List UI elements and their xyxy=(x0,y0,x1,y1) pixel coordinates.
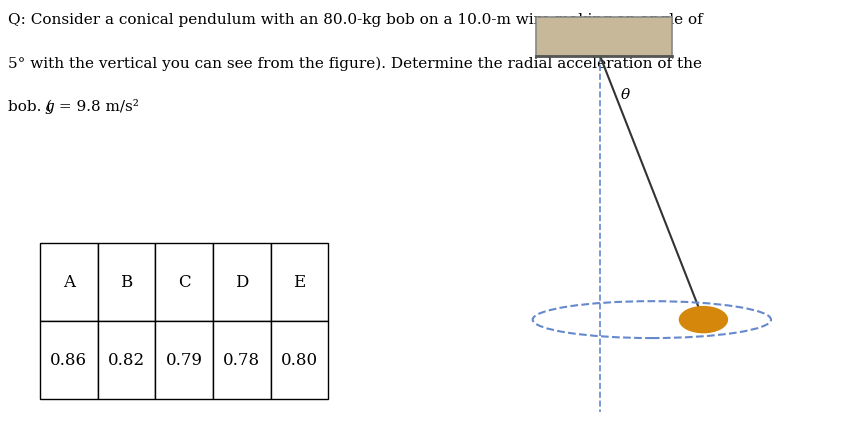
Text: 0.82: 0.82 xyxy=(108,352,145,369)
FancyBboxPatch shape xyxy=(271,243,328,321)
FancyBboxPatch shape xyxy=(271,321,328,399)
Text: E: E xyxy=(294,273,305,291)
FancyBboxPatch shape xyxy=(97,243,156,321)
FancyBboxPatch shape xyxy=(156,321,213,399)
FancyBboxPatch shape xyxy=(213,321,271,399)
FancyBboxPatch shape xyxy=(213,243,271,321)
FancyBboxPatch shape xyxy=(97,321,156,399)
FancyBboxPatch shape xyxy=(156,243,213,321)
Text: 5° with the vertical you can see from the figure). Determine the radial accelera: 5° with the vertical you can see from th… xyxy=(8,56,702,71)
Text: = 9.8 m/s²: = 9.8 m/s² xyxy=(54,100,140,114)
Text: D: D xyxy=(235,273,249,291)
Text: 0.79: 0.79 xyxy=(166,352,202,369)
Text: bob. (: bob. ( xyxy=(8,100,52,114)
FancyBboxPatch shape xyxy=(40,243,97,321)
Text: 0.86: 0.86 xyxy=(50,352,87,369)
FancyBboxPatch shape xyxy=(536,17,673,56)
Text: C: C xyxy=(178,273,190,291)
Text: g: g xyxy=(44,100,54,114)
Text: θ: θ xyxy=(620,89,629,102)
Text: Q: Consider a conical pendulum with an 80.0-kg bob on a 10.0-m wire making an an: Q: Consider a conical pendulum with an 8… xyxy=(8,13,703,27)
Text: 0.78: 0.78 xyxy=(223,352,261,369)
Text: B: B xyxy=(120,273,133,291)
Text: 0.80: 0.80 xyxy=(281,352,318,369)
Circle shape xyxy=(679,306,728,332)
FancyBboxPatch shape xyxy=(40,321,97,399)
Text: A: A xyxy=(63,273,74,291)
